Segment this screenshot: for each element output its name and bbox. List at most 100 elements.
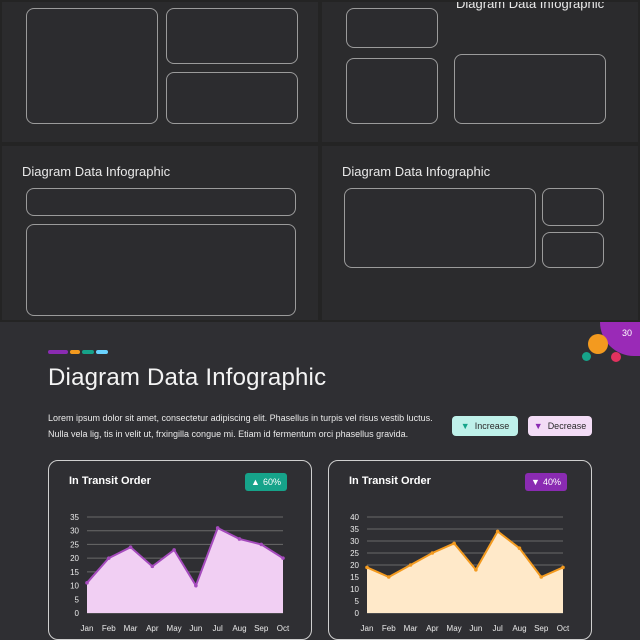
triangle-down-icon: ▼ <box>533 421 543 431</box>
data-point <box>128 545 133 549</box>
x-tick-label: May <box>447 624 462 633</box>
sales-marketing-panel <box>166 8 298 64</box>
x-tick-label: Feb <box>382 624 396 633</box>
slide-30: Diagram Data Infographic Lorem ipsum dol… <box>0 322 640 640</box>
y-tick-label: 20 <box>350 561 359 570</box>
y-tick-label: 0 <box>75 609 80 618</box>
category-bars-panel <box>166 72 298 124</box>
x-tick-label: Aug <box>232 624 246 633</box>
y-tick-label: 30 <box>70 527 79 536</box>
y-tick-label: 30 <box>350 537 359 546</box>
data-point <box>452 541 456 546</box>
y-tick-label: 35 <box>350 525 359 534</box>
area-chart-1: 0 5 10 15 20 25 30 35 Jan Feb Mar Apr May Jun Jul Aug Se… <box>70 513 290 633</box>
page-title: Diagram Data Infographic <box>48 364 327 391</box>
decor-dot-green <box>582 352 591 361</box>
x-tick-label: Jul <box>493 624 503 633</box>
description-line-2: Nulla vela lig, tis in velit ut, frxingi… <box>48 429 409 439</box>
x-tick-label: Sep <box>254 624 269 633</box>
data-point <box>106 556 111 560</box>
description-line-1: Lorem ipsum dolor sit amet, consectetur … <box>48 413 433 423</box>
thumb-top-left <box>0 0 320 144</box>
area-chart-2: 0 5 10 15 20 25 30 35 40 Jan Feb Mar Apr May Jun Jul Aug… <box>350 513 570 633</box>
y-tick-label: 35 <box>70 513 79 522</box>
data-point <box>430 551 435 555</box>
thumb-title: Diagram Data Infographic <box>22 164 171 179</box>
x-tick-label: Oct <box>557 624 570 633</box>
x-tick-label: Jun <box>189 624 202 633</box>
triangle-down-icon: ▼ <box>531 477 540 487</box>
data-point <box>281 556 285 560</box>
area-fill <box>87 527 283 613</box>
series-line <box>86 526 284 588</box>
y-tick-label: 10 <box>350 585 359 594</box>
data-point <box>237 537 242 541</box>
y-tick-label: 25 <box>70 540 79 549</box>
badge-value: 60% <box>262 477 281 487</box>
badge-value: 40% <box>542 477 561 487</box>
world-map-panel <box>26 8 158 124</box>
x-tick-label: Jan <box>81 624 94 633</box>
y-tick-label: 25 <box>350 549 359 558</box>
data-point <box>215 526 220 530</box>
thumb-top-right: Diagram Data Infographic <box>320 0 640 144</box>
thumb-title: Diagram Data Infographic <box>342 164 491 179</box>
bar-thumb-panel-2 <box>346 58 438 124</box>
data-point <box>408 563 413 567</box>
card-title: In Transit Order <box>349 475 431 487</box>
x-tick-label: Feb <box>102 624 116 633</box>
data-point <box>561 565 565 570</box>
triangle-down-icon: ▼ <box>460 421 470 431</box>
area-fill <box>367 531 563 613</box>
x-tick-label: Mar <box>124 624 138 633</box>
y-tick-label: 15 <box>350 573 359 582</box>
data-point <box>150 564 155 569</box>
data-point <box>517 546 522 550</box>
thumb-mid-right: Diagram Data Infographic <box>320 144 640 322</box>
thumb-mid-left: Diagram Data Infographic <box>0 144 320 322</box>
y-tick-label: 20 <box>70 554 79 563</box>
thumb-title: Diagram Data Infographic <box>456 0 605 11</box>
kpi-side-panel-2 <box>542 232 604 268</box>
badge-increase: ▲ 60% <box>245 473 287 491</box>
data-point <box>474 568 478 572</box>
kpi-panel <box>26 188 296 216</box>
in-transit-card-1: In Transit Order ▲ 60% 0 5 10 15 20 25 30 35 Jan… <box>48 460 312 640</box>
decor-dot-pink <box>611 352 621 362</box>
increase-legend: ▼ Increase <box>452 416 518 436</box>
x-tick-label: Jan <box>361 624 374 633</box>
x-tick-label: Jul <box>213 624 223 633</box>
bar-thumb-panel <box>346 8 438 48</box>
series-line <box>366 529 564 579</box>
description: Lorem ipsum dolor sit amet, consectetur … <box>48 410 448 442</box>
data-point <box>194 583 198 588</box>
kpi-side-panel <box>542 188 604 226</box>
x-tick-label: Mar <box>404 624 418 633</box>
triangle-up-icon: ▲ <box>251 477 260 487</box>
increase-label: Increase <box>474 421 510 431</box>
x-tick-label: Apr <box>426 624 439 633</box>
x-tick-label: Aug <box>512 624 526 633</box>
line-thumb-panel <box>454 54 606 124</box>
data-point <box>259 542 264 547</box>
badge-decrease: ▼ 40% <box>525 473 567 491</box>
y-tick-label: 0 <box>355 609 360 618</box>
decor-dot-orange <box>588 334 608 354</box>
y-tick-label: 5 <box>355 597 360 606</box>
data-point <box>539 575 544 579</box>
data-point <box>365 565 369 570</box>
x-tick-label: Sep <box>534 624 549 633</box>
y-tick-label: 5 <box>75 595 80 604</box>
y-tick-label: 40 <box>350 513 359 522</box>
in-transit-card-2: In Transit Order ▼ 40% 0 5 10 15 20 25 30 35 40 J… <box>328 460 592 640</box>
data-point <box>172 548 176 552</box>
x-tick-label: Jun <box>469 624 482 633</box>
card-title: In Transit Order <box>69 475 151 487</box>
data-point <box>495 529 500 534</box>
y-tick-label: 10 <box>70 582 79 591</box>
x-tick-label: May <box>167 624 182 633</box>
line-chart-panel <box>344 188 536 268</box>
y-tick-label: 15 <box>70 568 79 577</box>
decrease-label: Decrease <box>547 421 587 431</box>
x-tick-label: Apr <box>146 624 159 633</box>
